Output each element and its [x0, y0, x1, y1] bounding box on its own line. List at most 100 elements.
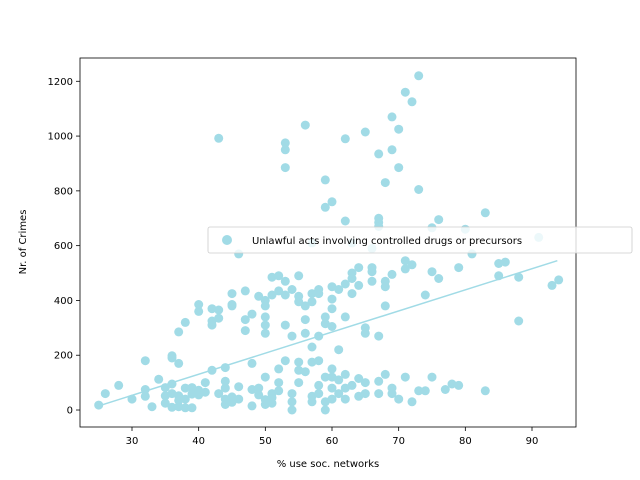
data-point: [340, 134, 350, 144]
data-point: [247, 401, 257, 411]
data-point: [347, 268, 357, 278]
data-point: [440, 385, 450, 394]
data-point: [154, 374, 164, 384]
data-points: [94, 71, 564, 415]
data-point: [374, 331, 384, 341]
data-point: [340, 216, 350, 226]
y-tick-label: 800: [54, 186, 73, 197]
legend: Unlawful acts involving controlled drugs…: [207, 226, 633, 254]
data-point: [240, 326, 250, 336]
data-point: [294, 297, 304, 307]
data-point: [307, 397, 317, 407]
data-point: [180, 317, 190, 327]
data-point: [254, 291, 264, 301]
data-point: [327, 383, 337, 393]
data-point: [240, 315, 250, 325]
data-point: [100, 389, 110, 399]
data-point: [287, 405, 297, 415]
data-point: [387, 145, 397, 155]
legend-label: Unlawful acts involving controlled drugs…: [252, 236, 522, 247]
data-point: [214, 389, 224, 399]
data-point: [314, 389, 324, 399]
data-point: [294, 271, 304, 281]
data-point: [187, 389, 197, 399]
data-point: [274, 271, 284, 281]
data-point: [320, 372, 330, 382]
data-point: [214, 313, 224, 323]
data-point: [420, 290, 430, 300]
data-point: [414, 386, 424, 396]
data-point: [320, 312, 330, 322]
data-point: [514, 316, 524, 326]
data-point: [174, 327, 184, 337]
data-point: [200, 378, 210, 388]
data-point: [327, 294, 337, 304]
data-point: [387, 389, 397, 399]
data-point: [274, 286, 284, 296]
data-point: [454, 380, 464, 390]
data-point: [207, 304, 217, 314]
data-point: [280, 290, 290, 300]
data-point: [260, 328, 270, 338]
data-point: [280, 138, 290, 148]
data-point: [407, 260, 417, 270]
legend-marker: [222, 235, 232, 245]
data-point: [327, 304, 337, 314]
data-point: [380, 178, 390, 188]
data-point: [327, 364, 337, 374]
data-point: [247, 309, 257, 319]
data-point: [387, 112, 397, 122]
data-point: [380, 282, 390, 292]
data-point: [260, 372, 270, 382]
data-point: [140, 391, 150, 401]
data-point: [340, 279, 350, 289]
x-axis-label: % use soc. networks: [277, 459, 380, 470]
data-point: [400, 264, 410, 274]
data-point: [194, 300, 204, 309]
data-point: [380, 301, 390, 311]
data-point: [280, 145, 290, 155]
data-point: [394, 394, 404, 404]
data-point: [240, 286, 250, 296]
data-point: [300, 367, 310, 377]
data-point: [420, 386, 430, 396]
data-point: [314, 380, 324, 390]
data-point: [147, 402, 157, 412]
x-tick-label: 30: [126, 436, 139, 447]
data-point: [407, 97, 417, 107]
data-point: [140, 356, 150, 366]
data-point: [160, 398, 170, 408]
data-point: [500, 257, 510, 267]
data-point: [274, 378, 284, 388]
data-point: [334, 285, 344, 294]
data-point: [300, 120, 310, 130]
data-point: [307, 357, 317, 367]
data-point: [167, 402, 177, 412]
data-point: [334, 389, 344, 399]
data-point: [260, 301, 270, 311]
data-point: [234, 382, 244, 392]
data-point: [347, 380, 357, 390]
trend-line-group: [98, 260, 558, 407]
data-point: [374, 376, 384, 386]
data-point: [374, 389, 384, 399]
data-point: [334, 375, 344, 385]
data-point: [307, 297, 317, 307]
data-point: [447, 379, 457, 389]
data-point: [367, 263, 377, 273]
data-point: [394, 163, 404, 173]
data-point: [547, 280, 557, 290]
data-point: [167, 351, 177, 361]
data-point: [287, 285, 297, 294]
data-point: [320, 202, 330, 212]
data-point: [234, 394, 244, 404]
y-tick-label: 400: [54, 296, 73, 307]
data-point: [274, 364, 284, 374]
data-point: [280, 356, 290, 366]
data-point: [407, 397, 417, 407]
data-point: [227, 289, 237, 299]
data-point: [554, 275, 564, 285]
x-tick-label: 50: [259, 436, 272, 447]
y-tick-label: 600: [54, 241, 73, 252]
data-point: [247, 358, 257, 368]
